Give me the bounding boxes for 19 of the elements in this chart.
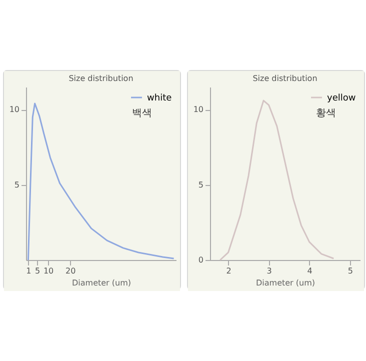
annotation: 백색 — [132, 108, 152, 119]
chart-title: Size distribution — [252, 74, 318, 83]
legend-label: yellow — [327, 94, 356, 104]
x-axis-title: Diameter (um) — [256, 278, 315, 288]
x-tick-label: 5 — [348, 266, 353, 276]
x-tick-label: 20 — [66, 266, 76, 276]
x-tick-label: 3 — [266, 266, 272, 276]
x-tick-label: 1 — [26, 266, 32, 276]
x-axis-title: Diameter (um) — [72, 278, 131, 288]
annotation: 황색 — [316, 108, 336, 119]
y-tick-label: 10 — [193, 105, 204, 114]
x-tick-label: 10 — [43, 266, 54, 276]
chart-title: Size distribution — [68, 74, 134, 83]
y-tick-label: 0 — [198, 256, 204, 264]
x-tick-label: 5 — [34, 266, 40, 276]
y-tick-label: 5 — [198, 180, 204, 190]
x-tick-label: 4 — [307, 266, 312, 276]
legend-label: white — [147, 94, 172, 104]
x-tick-label: 2 — [226, 266, 232, 276]
